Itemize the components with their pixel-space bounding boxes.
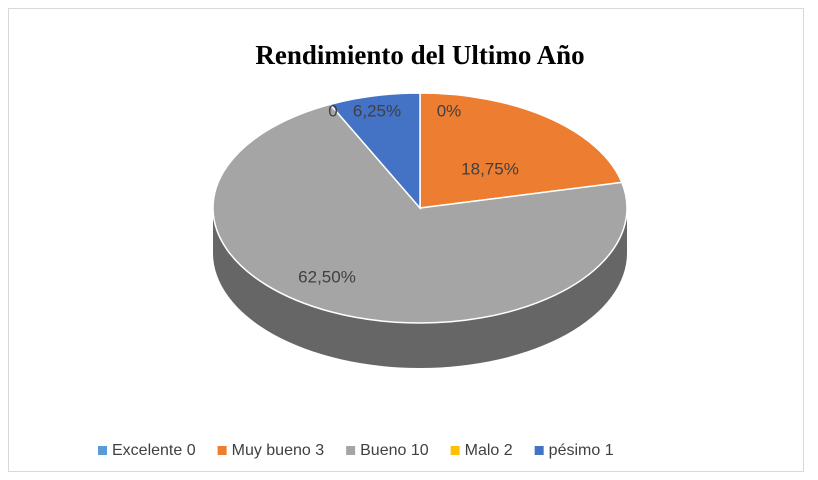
legend-label: Muy bueno 3: [232, 442, 325, 459]
legend-label: pésimo 1: [549, 442, 614, 459]
legend-swatch: [98, 446, 107, 455]
legend-swatch: [450, 446, 460, 455]
legend-label: Malo 2: [465, 442, 513, 459]
data-label: 18,75%: [461, 159, 519, 178]
slice: [328, 92, 421, 211]
legend-label: Excelente 0: [112, 442, 196, 459]
legend-swatch: [346, 446, 356, 455]
data-label: 0: [328, 101, 337, 120]
slice-side: [213, 208, 627, 368]
data-label: 6,25%: [353, 101, 401, 120]
legend-swatch: [217, 446, 227, 455]
chart-title: Rendimiento del Ultimo Año: [255, 40, 584, 70]
slice: [419, 92, 623, 209]
legend-label: Bueno 10: [360, 442, 429, 459]
data-label: 0%: [437, 101, 462, 120]
legend-swatch: [534, 446, 544, 455]
data-label: 62,50%: [298, 267, 356, 286]
slice: [212, 103, 628, 324]
